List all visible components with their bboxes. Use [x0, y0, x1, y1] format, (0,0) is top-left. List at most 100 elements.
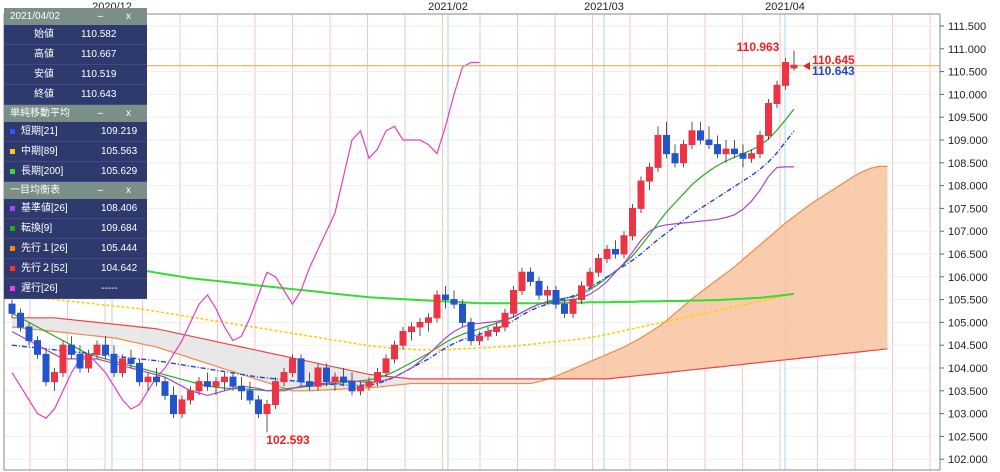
candle-body	[731, 148, 738, 155]
candle-body	[76, 353, 84, 369]
cloud-segment-bear	[190, 336, 199, 361]
cloud-segment-bull	[811, 198, 820, 358]
price-pointer-icon	[803, 62, 810, 70]
y-tick-label: 111.000	[948, 44, 986, 56]
candle-body	[722, 148, 730, 155]
cloud-segment-bull	[845, 176, 854, 354]
cloud-segment-bull	[666, 313, 675, 373]
cloud-segment-bull	[581, 361, 590, 379]
y-tick-label: 110.000	[948, 89, 987, 101]
ohlc-value: 110.582	[81, 29, 117, 40]
ask-price-label: 110.645	[812, 53, 855, 67]
ohlc-row: 終値 110.643	[4, 85, 147, 105]
y-tick-label: 104.500	[948, 340, 988, 352]
ichimoku-row[interactable]: 基準値[26] 108.406	[4, 199, 147, 219]
cloud-segment-bear	[105, 323, 114, 338]
y-tick-label: 105.500	[948, 295, 988, 307]
cloud-segment-bear	[216, 341, 225, 369]
cloud-segment-bull	[641, 332, 650, 376]
candles	[8, 50, 798, 433]
ichimoku-cloud	[11, 165, 888, 392]
ohlc-label: 終値	[34, 89, 54, 100]
candle-body	[739, 153, 747, 159]
cloud-segment-bear	[258, 350, 267, 383]
cloud-segment-bear	[199, 337, 208, 364]
sma-controls[interactable]: – x	[97, 108, 141, 119]
y-tick-label: 109.000	[948, 135, 988, 147]
candle-body	[544, 289, 551, 296]
ichimoku-controls[interactable]: – x	[97, 185, 141, 196]
y-tick-label: 103.500	[948, 386, 988, 398]
ichimoku-value: -----	[101, 283, 118, 294]
cloud-segment-bear	[224, 343, 233, 372]
cloud-segment-bull	[751, 244, 760, 364]
sma-header[interactable]: 単純移動平均 – x	[4, 105, 147, 122]
x-tick-label: 2021/03	[584, 1, 624, 13]
cloud-segment-bull	[649, 326, 658, 375]
ohlc-label: 高値	[34, 49, 54, 60]
cloud-segment-bear	[505, 378, 514, 384]
y-tick-label: 108.000	[948, 181, 988, 193]
candle-body	[127, 358, 135, 364]
x-tick-label: 2021/02	[428, 1, 468, 13]
candle-body	[484, 331, 492, 337]
y-tick-label: 106.500	[948, 249, 988, 261]
candle-body	[195, 381, 203, 392]
ichimoku-value: 104.642	[101, 263, 138, 274]
cloud-segment-bull	[615, 347, 624, 379]
sma-row[interactable]: 長期[200] 105.629	[4, 162, 147, 182]
sma-row[interactable]: 短期[21] 109.219	[4, 122, 147, 142]
candle-body	[416, 321, 424, 328]
cloud-segment-bull	[709, 279, 718, 368]
cloud-segment-bull	[598, 354, 607, 379]
candle-body	[348, 381, 356, 392]
cloud-segment-bear	[71, 319, 80, 335]
y-tick-label: 105.000	[948, 317, 988, 329]
candle-body	[433, 294, 441, 319]
panel-header[interactable]: 2021/04/02 – x	[4, 8, 147, 25]
candle-body	[59, 344, 67, 374]
ichimoku-row[interactable]: 先行２[52] 104.642	[4, 259, 147, 279]
cloud-segment-bull	[828, 187, 837, 356]
candle-body	[34, 340, 41, 355]
panel-controls[interactable]: – x	[97, 11, 141, 22]
candle-body	[569, 299, 577, 314]
cloud-segment-bull	[700, 285, 709, 369]
y-tick-label: 102.000	[948, 454, 988, 466]
cloud-segment-bull	[683, 298, 692, 371]
ichimoku-value: 105.444	[101, 243, 138, 254]
sma-row[interactable]: 中期[89] 105.563	[4, 142, 147, 162]
cloud-segment-bull	[658, 320, 667, 374]
ichimoku-header[interactable]: 一目均衡表 – x	[4, 182, 147, 199]
candle-body	[535, 280, 543, 296]
legend-swatch-icon	[10, 286, 15, 291]
ohlc-row: 高値 110.667	[4, 45, 147, 65]
candle-body	[688, 130, 696, 146]
cloud-segment-bear	[207, 339, 216, 367]
legend-swatch-icon	[10, 129, 15, 134]
candle-body	[748, 153, 755, 159]
legend-swatch-icon	[10, 169, 15, 174]
ichimoku-row[interactable]: 転換[9] 109.684	[4, 219, 147, 239]
candle-body	[297, 358, 305, 383]
candle-body	[527, 271, 534, 282]
y-tick-label: 110.500	[948, 67, 987, 79]
cloud-segment-bear	[233, 345, 242, 375]
legend-swatch-icon	[10, 149, 15, 154]
cloud-segment-bear	[80, 320, 89, 336]
cloud-segment-bear	[513, 378, 522, 384]
ichimoku-row[interactable]: 先行１[26] 105.444	[4, 239, 147, 259]
cloud-segment-bear	[241, 347, 250, 378]
ichimoku-label: 基準値[26]	[21, 203, 68, 214]
candle-body	[204, 381, 211, 387]
ohlc-row: 始値 110.582	[4, 25, 147, 45]
cloud-segment-bull	[785, 216, 794, 360]
y-tick-label: 111.500	[948, 21, 986, 33]
candle-body	[323, 367, 330, 383]
legend-swatch-icon	[10, 206, 15, 211]
ichimoku-row[interactable]: 遅行[26] -----	[4, 279, 147, 299]
high-label: 110.963	[737, 40, 780, 54]
candle-body	[756, 134, 764, 155]
